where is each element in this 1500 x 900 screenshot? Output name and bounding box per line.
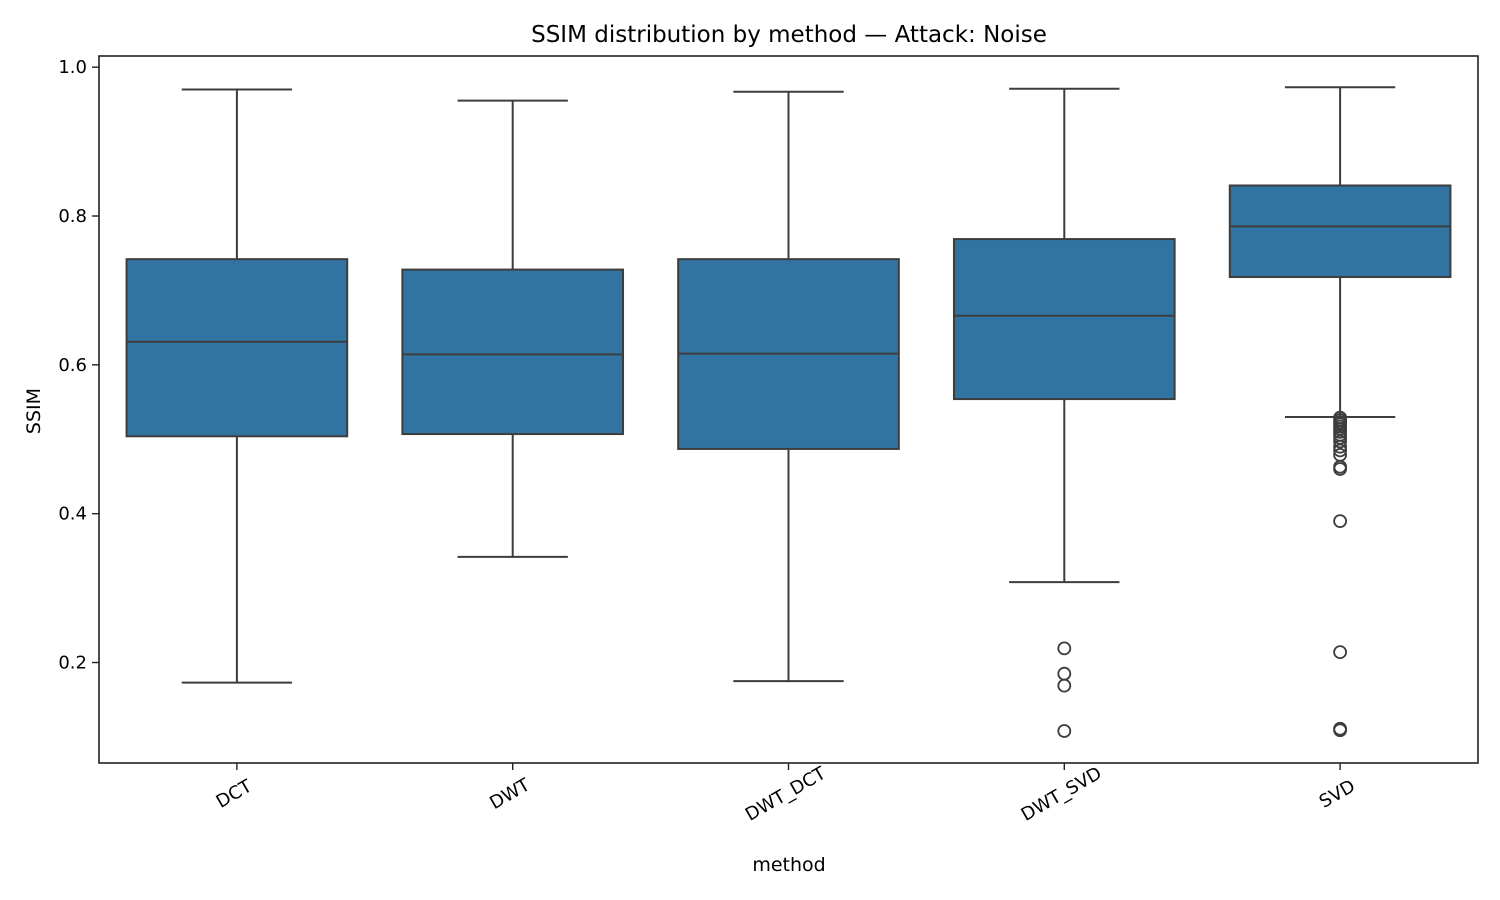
box-group-dwt — [401, 99, 625, 558]
iqr-box — [1228, 184, 1452, 279]
iqr-box — [401, 268, 625, 436]
box-group-dwt-svd — [952, 87, 1176, 738]
outlier-point — [1333, 462, 1347, 476]
outlier-point — [1057, 666, 1072, 681]
outlier-point — [1333, 723, 1347, 738]
x-axis: DCT DWT DWT_DCT DWT_SVD SVD — [213, 762, 1359, 825]
x-tick-label: SVD — [1316, 776, 1359, 813]
outlier-point — [1057, 678, 1072, 693]
y-axis: 0.2 0.4 0.6 0.8 1.0 — [58, 57, 99, 674]
y-tick-label: 1.0 — [58, 57, 87, 78]
outlier-point — [1057, 641, 1072, 656]
iqr-box — [125, 258, 349, 438]
iqr-box — [952, 238, 1176, 401]
y-axis-label: SSIM — [23, 388, 45, 434]
outlier-point — [1333, 443, 1347, 458]
outlier-point — [1057, 724, 1072, 738]
x-tick-label: DWT_DCT — [742, 762, 831, 825]
box-group-dwt-dct — [677, 90, 900, 683]
x-tick-label: DCT — [213, 775, 257, 812]
y-tick-label: 0.4 — [58, 504, 87, 525]
outlier-point — [1333, 645, 1347, 660]
plot-area — [125, 86, 1452, 738]
outlier-point — [1333, 514, 1347, 529]
outlier-point — [1333, 439, 1347, 454]
x-axis-label: method — [752, 854, 825, 876]
x-tick-label: DWT_SVD — [1018, 763, 1106, 826]
box-group-svd — [1228, 86, 1452, 738]
box-group-dct — [125, 88, 349, 684]
outlier-point — [1333, 434, 1347, 449]
chart-title: SSIM distribution by method — Attack: No… — [531, 22, 1047, 48]
y-tick-label: 0.2 — [58, 653, 87, 674]
x-tick-label: DWT — [486, 774, 534, 814]
y-tick-label: 0.6 — [58, 355, 87, 376]
y-tick-label: 0.8 — [58, 206, 87, 227]
